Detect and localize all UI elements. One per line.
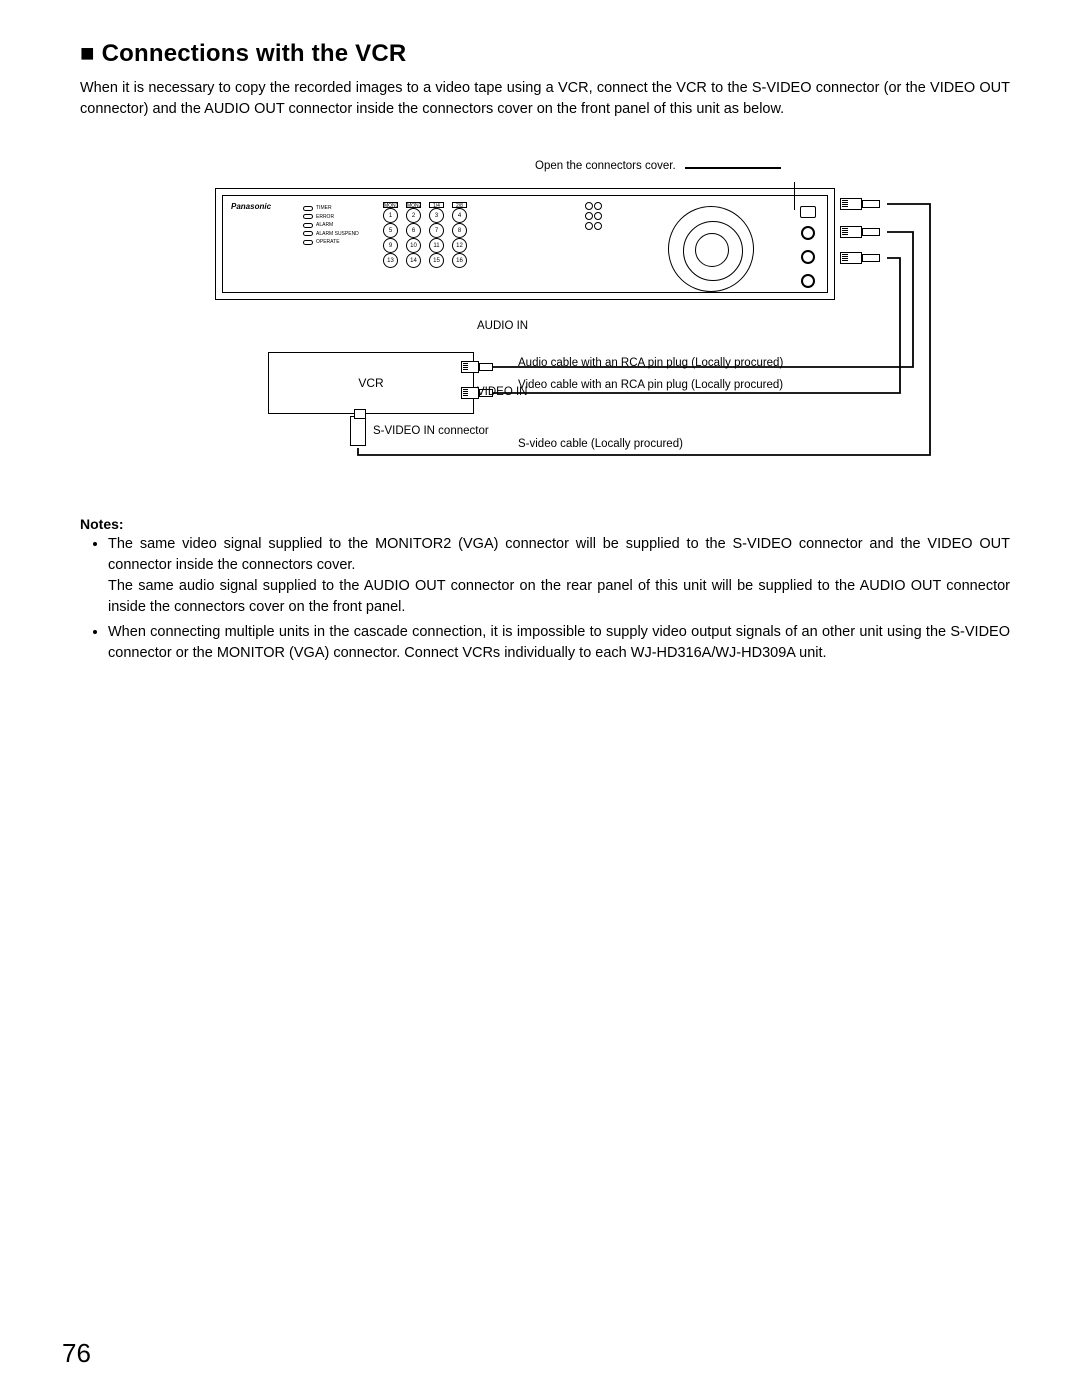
jog-dial-inner	[695, 233, 729, 267]
section-heading: ■ Connections with the VCR	[80, 40, 1010, 68]
channel-button: 5	[383, 223, 398, 238]
channel-button: 8	[452, 223, 467, 238]
connectors-cover-area	[764, 202, 819, 288]
channel-button: 3	[429, 208, 444, 223]
jog-dial	[668, 206, 754, 292]
page-number: 76	[62, 1338, 91, 1369]
channel-button: 4	[452, 208, 467, 223]
svideo-connector-icon	[800, 206, 816, 218]
led-label: OPERATE	[316, 238, 340, 247]
vcr-audio-plug-icon	[461, 360, 501, 374]
led-icon	[303, 231, 313, 236]
button-row: 9 10 11 12	[383, 238, 573, 253]
note-item: The same video signal supplied to the MO…	[108, 534, 1010, 618]
notes-heading: Notes:	[80, 516, 1010, 532]
channel-button: 2	[406, 208, 421, 223]
led-label: ERROR	[316, 213, 334, 222]
led-icon	[303, 214, 313, 219]
video-plug-icon	[840, 250, 888, 266]
led-icon	[303, 206, 313, 211]
mini-button-icon	[585, 222, 593, 230]
rca-jack-icon	[801, 250, 815, 264]
mini-button-icon	[594, 222, 602, 230]
channel-button: 15	[429, 253, 444, 268]
notes-list: The same video signal supplied to the MO…	[80, 534, 1010, 664]
channel-button: 1	[383, 208, 398, 223]
vcr-label: VCR	[358, 376, 383, 390]
mini-button-icon	[594, 212, 602, 220]
channel-button: 16	[452, 253, 467, 268]
led-label: ALARM	[316, 221, 333, 230]
button-row: 5 6 7 8	[383, 223, 573, 238]
rca-jack-icon	[801, 226, 815, 240]
channel-button: 11	[429, 238, 444, 253]
channel-button: 12	[452, 238, 467, 253]
rca-jack-icon	[801, 274, 815, 288]
heading-text: Connections with the VCR	[102, 40, 407, 67]
svideo-in-label: S-VIDEO IN connector	[373, 425, 489, 438]
led-label: ALARM SUSPEND	[316, 230, 359, 239]
open-cover-leader-line	[685, 167, 781, 169]
channel-button: 9	[383, 238, 398, 253]
channel-button: 10	[406, 238, 421, 253]
leader-line	[794, 182, 795, 210]
led-row: ALARM SUSPEND	[303, 230, 359, 239]
status-led-block: TIMER ERROR ALARM ALARM SUSPEND OPERATE	[303, 204, 359, 247]
label-text: S-VIDEO IN connector	[373, 425, 489, 437]
audio-plug-icon	[840, 224, 888, 240]
button-row: 13 14 15 16	[383, 253, 573, 268]
channel-button: 13	[383, 253, 398, 268]
mini-button-icon	[585, 212, 593, 220]
led-icon	[303, 223, 313, 228]
heading-bullet: ■	[80, 40, 102, 67]
label-text: AUDIO IN	[477, 320, 528, 332]
led-icon	[303, 240, 313, 245]
center-controls	[585, 202, 625, 232]
brand-label: Panasonic	[231, 202, 271, 211]
led-row: ERROR	[303, 213, 359, 222]
audio-in-label: AUDIO IN	[477, 320, 528, 333]
led-row: OPERATE	[303, 238, 359, 247]
video-cable-label: Video cable with an RCA pin plug (Locall…	[518, 379, 783, 392]
intro-paragraph: When it is necessary to copy the recorde…	[80, 78, 1010, 120]
recorder-device: Panasonic TIMER ERROR ALARM ALARM SUSPEN…	[215, 188, 835, 300]
svideo-cable-label: S-video cable (Locally procured)	[518, 438, 683, 451]
document-page: ■ Connections with the VCR When it is ne…	[0, 0, 1080, 1399]
open-cover-caption: Open the connectors cover.	[535, 160, 676, 172]
mini-button-icon	[594, 202, 602, 210]
device-inner-frame: Panasonic TIMER ERROR ALARM ALARM SUSPEN…	[222, 195, 828, 293]
mini-button-icon	[585, 202, 593, 210]
channel-buttons: MON1 MON2 1/4 2/8 1 2 3 4 5 6 7	[383, 202, 573, 268]
svideo-plug-icon	[840, 196, 888, 212]
led-row: TIMER	[303, 204, 359, 213]
button-row: 1 2 3 4	[383, 208, 573, 223]
vcr-box: VCR	[268, 352, 474, 414]
channel-button: 14	[406, 253, 421, 268]
channel-button: 7	[429, 223, 444, 238]
channel-button: 6	[406, 223, 421, 238]
connection-diagram: Open the connectors cover. Panasonic TIM…	[155, 160, 935, 480]
led-label: TIMER	[316, 204, 332, 213]
audio-cable-label: Audio cable with an RCA pin plug (Locall…	[518, 357, 783, 370]
led-row: ALARM	[303, 221, 359, 230]
svideo-in-connector-icon	[350, 416, 366, 446]
note-item: When connecting multiple units in the ca…	[108, 622, 1010, 664]
